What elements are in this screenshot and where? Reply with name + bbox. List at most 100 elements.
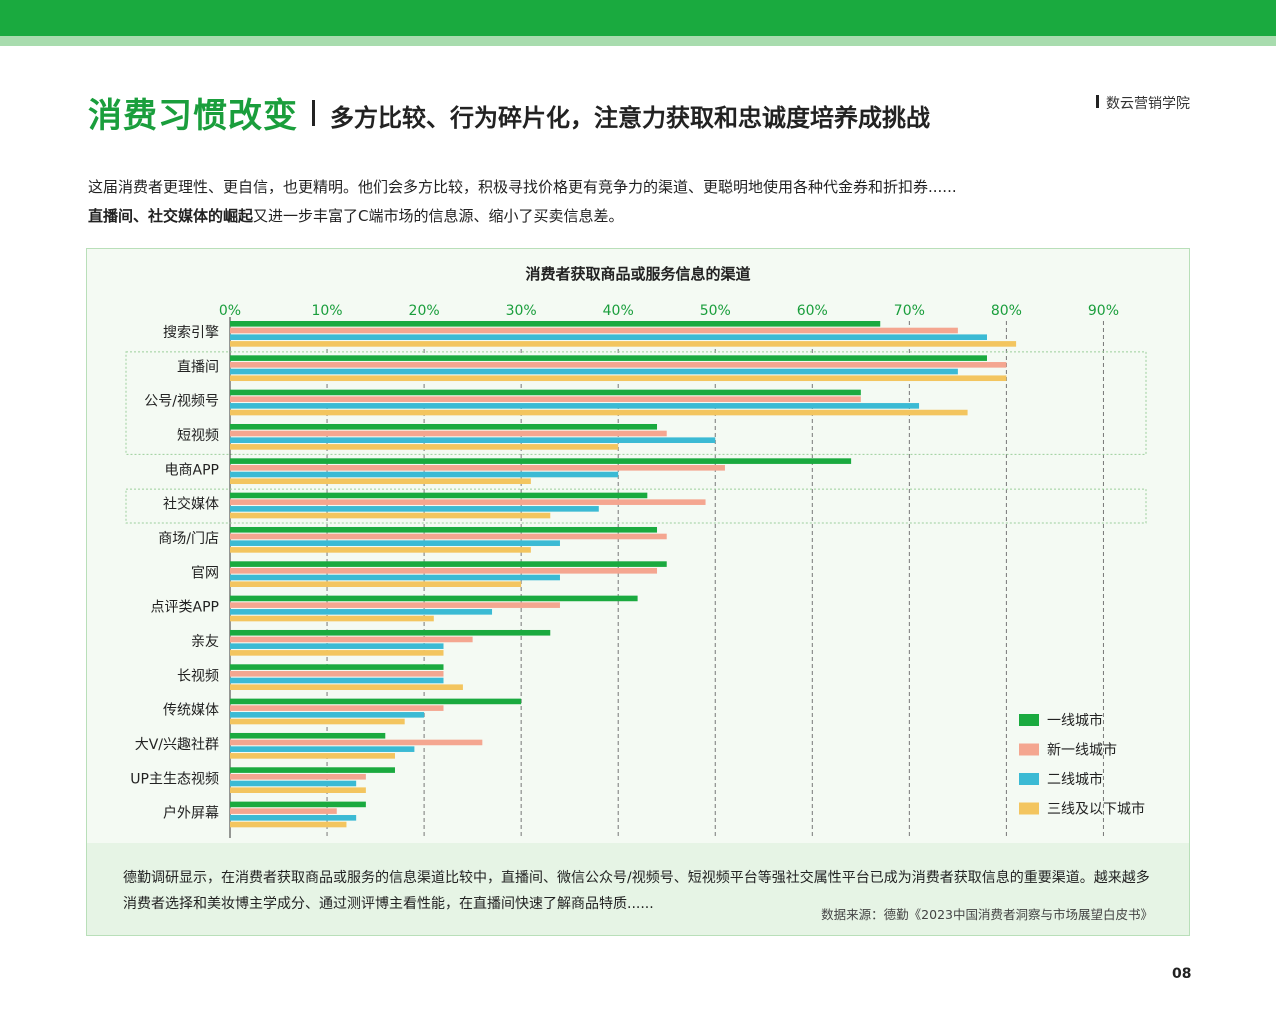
category-label: 亲友 xyxy=(191,634,219,650)
bar xyxy=(230,773,366,780)
legend-label: 二线城市 xyxy=(1047,771,1103,788)
bar xyxy=(230,526,658,533)
bar xyxy=(230,327,958,334)
bar xyxy=(230,664,444,670)
bar xyxy=(230,492,648,499)
bar xyxy=(230,718,405,725)
x-tick-label: 70% xyxy=(894,303,925,319)
x-tick-label: 50% xyxy=(700,303,731,319)
legend-swatch xyxy=(1019,743,1039,756)
bar xyxy=(230,437,716,443)
bar xyxy=(230,561,667,567)
intro-line-2: 直播间、社交媒体的崛起又进一步丰富了C端市场的信息源、缩小了买卖信息差。 xyxy=(88,205,624,226)
legend-label: 一线城市 xyxy=(1047,712,1103,729)
category-label: 直播间 xyxy=(177,358,219,375)
legend-swatch xyxy=(1019,802,1039,815)
bar xyxy=(230,643,444,649)
bar xyxy=(230,471,619,478)
bar xyxy=(230,375,1007,382)
bar xyxy=(230,574,560,581)
bar xyxy=(230,423,658,430)
x-tick-label: 90% xyxy=(1088,303,1119,319)
chart-title: 消费者获取商品或服务信息的渠道 xyxy=(525,265,750,283)
bar xyxy=(230,334,987,340)
bar xyxy=(230,684,463,690)
note-panel: 德勤调研显示，在消费者获取商品或服务的信息渠道比较中，直播间、微信公众号/视频号… xyxy=(86,843,1190,936)
highlight-box xyxy=(125,488,1147,524)
bar xyxy=(230,409,968,416)
x-tick-label: 80% xyxy=(991,303,1022,319)
bar xyxy=(230,705,444,711)
bar xyxy=(230,746,415,752)
x-tick-label: 20% xyxy=(409,303,440,319)
highlight-box xyxy=(125,351,1147,455)
category-label: 社交媒体 xyxy=(163,496,219,513)
bar xyxy=(230,581,522,588)
bar xyxy=(230,602,560,608)
bar xyxy=(230,430,667,437)
bar xyxy=(230,403,920,409)
category-label: 点评类APP xyxy=(151,600,219,616)
bar xyxy=(230,341,1017,347)
channel-bar-chart: 消费者获取商品或服务信息的渠道 0% 10% 20% 30% 40% 50% 60% 70% 8… xyxy=(125,265,1147,838)
bar xyxy=(230,821,347,828)
bar xyxy=(230,615,434,622)
category-label: 官网 xyxy=(191,565,219,581)
intro-highlight: 直播间、社交媒体的崛起 xyxy=(88,207,254,225)
bar xyxy=(230,506,599,512)
legend-label: 新一线城市 xyxy=(1047,742,1117,759)
bar xyxy=(230,780,357,787)
x-tick-label: 30% xyxy=(506,303,537,319)
bar xyxy=(230,478,531,485)
bar xyxy=(230,739,483,746)
category-label: 长视频 xyxy=(177,668,219,684)
x-tick-label: 0% xyxy=(219,303,241,319)
bar xyxy=(230,368,958,375)
bar xyxy=(230,609,493,615)
bar xyxy=(230,636,473,643)
top-banner-accent xyxy=(0,36,1276,46)
page-subtitle: 多方比较、行为碎片化，注意力获取和忠诚度培养成挑战 xyxy=(330,104,930,132)
bar xyxy=(230,629,551,636)
bar xyxy=(230,698,522,705)
category-label: 户外屏幕 xyxy=(163,805,219,822)
bar xyxy=(230,595,638,602)
bar xyxy=(230,355,987,361)
legend-swatch xyxy=(1019,773,1039,785)
bar xyxy=(230,362,1007,368)
chart-panel: 消费者获取商品或服务信息的渠道 0% 10% 20% 30% 40% 50% 60% 70% 8… xyxy=(86,248,1190,844)
intro-line-1: 这届消费者更理性、更自信，也更精明。他们会多方比较，积极寻找价格更有竞争力的渠道… xyxy=(88,178,957,196)
bar xyxy=(230,389,861,396)
bar xyxy=(230,465,725,471)
bar xyxy=(230,547,531,553)
bar xyxy=(230,396,861,402)
bar xyxy=(230,444,619,450)
bar xyxy=(230,712,425,718)
category-label: 传统媒体 xyxy=(163,703,219,719)
title-divider xyxy=(312,100,315,126)
bar xyxy=(230,568,658,574)
bar xyxy=(230,808,337,814)
bar xyxy=(230,540,560,546)
category-label: 电商APP xyxy=(165,462,219,478)
category-label: UP主生态视频 xyxy=(130,771,219,787)
bar xyxy=(230,512,551,519)
bar xyxy=(230,650,444,656)
bar xyxy=(230,767,395,773)
x-tick-label: 10% xyxy=(311,303,342,319)
brand-label: 数云营销学院 xyxy=(1106,96,1190,112)
legend-label: 三线及以下城市 xyxy=(1047,801,1145,818)
intro-line-2-rest: 又进一步丰富了C端市场的信息源、缩小了买卖信息差。 xyxy=(253,207,624,225)
category-label: 短视频 xyxy=(177,428,219,444)
note-text: 德勤调研显示，在消费者获取商品或服务的信息渠道比较中，直播间、微信公众号/视频号… xyxy=(123,870,1150,912)
bar xyxy=(230,787,366,793)
bar xyxy=(230,753,395,759)
category-label: 公号/视频号 xyxy=(144,394,219,410)
page-title: 消费习惯改变 xyxy=(88,96,298,136)
legend-swatch xyxy=(1019,714,1039,726)
data-source: 数据来源：德勤《2023中国消费者洞察与市场展望白皮书》 xyxy=(821,907,1153,922)
top-banner xyxy=(0,0,1276,36)
bar xyxy=(230,801,366,808)
bar xyxy=(230,677,444,684)
category-label: 商场/门店 xyxy=(158,531,219,547)
